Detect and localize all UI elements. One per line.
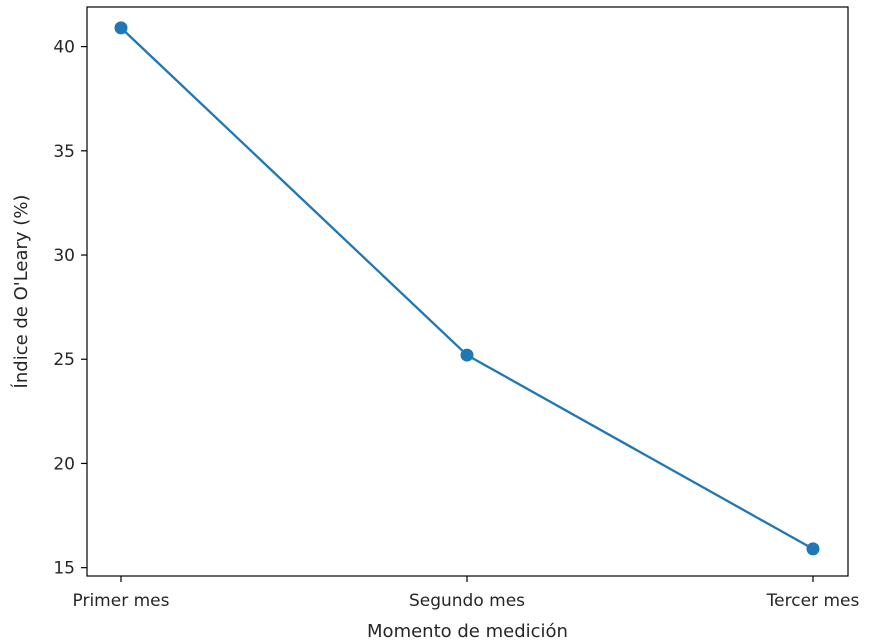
- data-point: [806, 542, 820, 556]
- y-axis-label: Índice de O'Leary (%): [10, 195, 32, 389]
- x-axis-label: Momento de medición: [367, 621, 568, 642]
- plot-area: [86, 6, 849, 577]
- y-tick-label: 20: [53, 454, 75, 474]
- x-axis-ticks: Primer mes Segundo mes Tercer mes: [73, 576, 860, 611]
- y-tick-label: 25: [53, 350, 75, 370]
- series-line: [120, 27, 814, 550]
- y-tick-label: 15: [53, 559, 75, 579]
- x-tick-label: Segundo mes: [409, 591, 525, 611]
- y-tick-label: 35: [53, 142, 75, 162]
- x-tick-label: Tercer mes: [766, 591, 860, 611]
- y-tick-label: 30: [53, 246, 75, 266]
- data-point: [114, 21, 128, 35]
- x-tick-label: Primer mes: [73, 591, 170, 611]
- data-point: [460, 348, 474, 362]
- y-axis-ticks: 15 20 25 30 35 40: [53, 38, 87, 579]
- y-tick-label: 40: [53, 38, 75, 58]
- axes-frame: [86, 6, 849, 577]
- series-layer: [114, 21, 820, 556]
